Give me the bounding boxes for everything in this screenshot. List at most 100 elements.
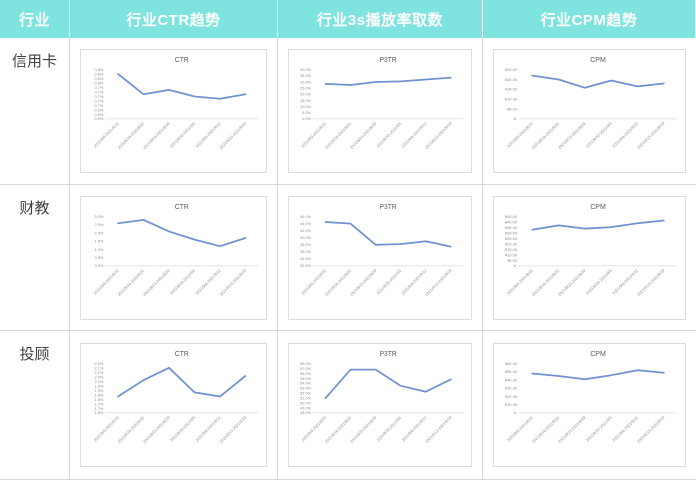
svg-text:52.0%: 52.0%: [300, 391, 311, 396]
svg-text:¥25.00: ¥25.00: [505, 67, 518, 72]
svg-text:2021/8/9-2021/8/15: 2021/8/9-2021/8/15: [506, 120, 535, 148]
svg-text:2021/9/6-2021/9/12: 2021/9/6-2021/9/12: [194, 415, 221, 443]
svg-text:2021/8/16-2021/8/22: 2021/8/16-2021/8/22: [531, 121, 561, 150]
svg-text:34.0%: 34.0%: [300, 256, 311, 261]
chart-cell-finance-edu-ctr: CTR 3.0% 2.5% 2.0% 1.5% 1.0% 0.5% 0.0% 2021/8/9-…: [70, 185, 278, 331]
svg-text:0.8%: 0.8%: [95, 80, 104, 85]
svg-text:¥5.00: ¥5.00: [507, 257, 518, 262]
svg-text:56.0%: 56.0%: [300, 371, 311, 376]
svg-text:3.0%: 3.0%: [95, 214, 104, 219]
svg-text:0.6%: 0.6%: [95, 107, 104, 112]
svg-text:2021/9/13-2021/9/19: 2021/9/13-2021/9/19: [636, 414, 666, 444]
line-chart: P3TR 40.0%35.0%30.0%25.0% 20.0%15.0%10.0%5…: [300, 57, 464, 150]
svg-text:2021/8/16-2021/8/22: 2021/8/16-2021/8/22: [116, 267, 145, 296]
svg-text:2021/9/6-2021/9/12: 2021/9/6-2021/9/12: [400, 415, 427, 443]
svg-text:2021/9/13-2021/9/19: 2021/9/13-2021/9/19: [424, 121, 452, 150]
svg-text:0.0%: 0.0%: [95, 263, 104, 268]
svg-text:15.0%: 15.0%: [300, 98, 311, 103]
svg-text:0.0%: 0.0%: [302, 116, 311, 121]
svg-text:¥20.00: ¥20.00: [505, 77, 518, 82]
svg-text:2.0%: 2.0%: [95, 230, 104, 235]
svg-text:2021/8/23-2021/8/29: 2021/8/23-2021/8/29: [142, 121, 171, 150]
svg-text:¥15.00: ¥15.00: [505, 246, 518, 251]
svg-text:¥40.00: ¥40.00: [505, 377, 518, 382]
svg-text:2021/8/9-2021/8/15: 2021/8/9-2021/8/15: [300, 415, 327, 443]
svg-text:2021/8/30-2021/9/5: 2021/8/30-2021/9/5: [585, 120, 614, 148]
svg-text:¥30.00: ¥30.00: [505, 230, 518, 235]
svg-text:2021/8/9-2021/8/15: 2021/8/9-2021/8/15: [506, 414, 535, 442]
svg-text:2021/8/30-2021/9/5: 2021/8/30-2021/9/5: [169, 414, 197, 442]
svg-text:2021/8/30-2021/9/5: 2021/8/30-2021/9/5: [585, 414, 614, 442]
svg-text:36.0%: 36.0%: [300, 249, 311, 254]
svg-text:2021/8/23-2021/8/29: 2021/8/23-2021/8/29: [142, 415, 171, 444]
svg-text:2021/8/30-2021/9/5: 2021/8/30-2021/9/5: [169, 120, 197, 148]
svg-text:0.8%: 0.8%: [95, 67, 104, 72]
row-label-invest-advisory: 投顾: [0, 331, 70, 480]
row-label-finance-edu: 财教: [0, 185, 70, 331]
svg-text:20.0%: 20.0%: [300, 92, 311, 97]
svg-text:2021/8/16-2021/8/22: 2021/8/16-2021/8/22: [531, 267, 561, 296]
chart-cell-credit-card-cpm: CPM ¥25.00 ¥20.00 ¥15.00 ¥10.00 ¥5.00 ¥- 2021/8…: [483, 38, 696, 185]
svg-text:¥60.00: ¥60.00: [505, 361, 518, 366]
svg-text:2021/8/16-2021/8/22: 2021/8/16-2021/8/22: [531, 415, 561, 444]
svg-text:2021/8/16-2021/8/22: 2021/8/16-2021/8/22: [324, 267, 352, 296]
line-chart: CTR 3.0% 2.5% 2.0% 1.5% 1.0% 0.5% 0.0%2021/8/9-…: [92, 203, 259, 297]
svg-text:0.7%: 0.7%: [95, 85, 104, 90]
svg-text:10.0%: 10.0%: [300, 104, 311, 109]
svg-text:2021/8/23-2021/8/29: 2021/8/23-2021/8/29: [557, 267, 587, 297]
chart-cell-invest-advisory-p3tr: P3TR 58.0% 57.0% 56.0% 55.0% 54.0% 53.0% 52.0% 5…: [278, 331, 483, 480]
svg-text:40.0%: 40.0%: [300, 235, 311, 240]
header-cpm-trend: 行业CPM趋势: [483, 0, 696, 38]
svg-text:5.0%: 5.0%: [302, 110, 311, 115]
header-industry: 行业: [0, 0, 70, 38]
svg-text:0.5%: 0.5%: [95, 255, 104, 260]
svg-text:¥35.00: ¥35.00: [505, 225, 518, 230]
svg-text:P3TR: P3TR: [380, 57, 397, 64]
svg-text:2021/8/23-2021/8/29: 2021/8/23-2021/8/29: [142, 267, 171, 296]
svg-text:1.9%: 1.9%: [95, 383, 104, 388]
svg-text:2021/8/23-2021/8/29: 2021/8/23-2021/8/29: [557, 120, 587, 150]
svg-text:CPM: CPM: [590, 351, 606, 358]
svg-text:0.8%: 0.8%: [95, 72, 104, 77]
svg-text:1.7%: 1.7%: [95, 401, 104, 406]
svg-text:2.1%: 2.1%: [95, 370, 104, 375]
svg-text:¥10.00: ¥10.00: [505, 252, 518, 257]
svg-text:49.0%: 49.0%: [300, 405, 311, 410]
svg-text:P3TR: P3TR: [380, 203, 397, 210]
chart-invest-advisory-p3tr: P3TR 58.0% 57.0% 56.0% 55.0% 54.0% 53.0% 52.0% 5…: [288, 343, 472, 467]
chart-cell-finance-edu-cpm: CPM ¥45.00 ¥40.00 ¥35.00 ¥30.00 ¥25.00 ¥20.00 ¥…: [483, 185, 696, 331]
line-chart: CPM ¥60.00 ¥50.00 ¥40.00 ¥30.00 ¥20.00 ¥10.00 ¥…: [505, 351, 677, 444]
svg-text:CTR: CTR: [175, 351, 189, 358]
svg-text:2021/8/30-2021/9/5: 2021/8/30-2021/9/5: [169, 267, 197, 295]
svg-text:2.1%: 2.1%: [95, 366, 104, 371]
svg-text:2021/8/16-2021/8/22: 2021/8/16-2021/8/22: [324, 415, 352, 444]
svg-text:2021/9/13-2021/9/19: 2021/9/13-2021/9/19: [218, 267, 247, 296]
svg-text:2021/8/9-2021/8/15: 2021/8/9-2021/8/15: [300, 267, 327, 295]
svg-text:0.6%: 0.6%: [95, 116, 104, 121]
svg-text:2021/8/23-2021/8/29: 2021/8/23-2021/8/29: [557, 414, 587, 444]
svg-text:30.0%: 30.0%: [300, 79, 311, 84]
svg-text:¥10.00: ¥10.00: [505, 97, 518, 102]
svg-text:2021/8/9-2021/8/15: 2021/8/9-2021/8/15: [92, 267, 120, 295]
svg-text:38.0%: 38.0%: [300, 242, 311, 247]
header-ctr-trend: 行业CTR趋势: [70, 0, 278, 38]
svg-text:2021/9/13-2021/9/19: 2021/9/13-2021/9/19: [424, 415, 452, 444]
svg-text:0.7%: 0.7%: [95, 98, 104, 103]
chart-finance-edu-p3tr: P3TR 46.0% 44.0% 42.0% 40.0% 38.0% 36.0% 34.0% 3…: [288, 195, 472, 320]
svg-text:2021/9/13-2021/9/19: 2021/9/13-2021/9/19: [636, 267, 666, 297]
svg-text:2021/9/6-2021/9/12: 2021/9/6-2021/9/12: [611, 267, 639, 295]
svg-text:2021/8/23-2021/8/29: 2021/8/23-2021/8/29: [349, 267, 377, 296]
svg-text:P3TR: P3TR: [380, 351, 397, 358]
svg-text:1.9%: 1.9%: [95, 388, 104, 393]
svg-text:0.8%: 0.8%: [95, 76, 104, 81]
chart-cell-invest-advisory-cpm: CPM ¥60.00 ¥50.00 ¥40.00 ¥30.00 ¥20.00 ¥10.00 ¥…: [483, 331, 696, 480]
line-chart: CTR2.2%2.1%2.1%2.0%2.0%1.9%1.9%1.8%1.8%1…: [92, 351, 259, 444]
svg-text:2021/8/30-2021/9/5: 2021/8/30-2021/9/5: [375, 121, 402, 149]
svg-text:2021/8/23-2021/8/29: 2021/8/23-2021/8/29: [349, 121, 377, 150]
svg-text:2021/8/16-2021/8/22: 2021/8/16-2021/8/22: [324, 121, 352, 150]
svg-text:2021/9/13-2021/9/19: 2021/9/13-2021/9/19: [218, 415, 247, 444]
svg-text:42.0%: 42.0%: [300, 228, 311, 233]
svg-text:¥45.00: ¥45.00: [505, 214, 518, 219]
chart-finance-edu-cpm: CPM ¥45.00 ¥40.00 ¥35.00 ¥30.00 ¥25.00 ¥20.00 ¥…: [493, 195, 686, 320]
svg-text:¥10.00: ¥10.00: [505, 402, 518, 407]
